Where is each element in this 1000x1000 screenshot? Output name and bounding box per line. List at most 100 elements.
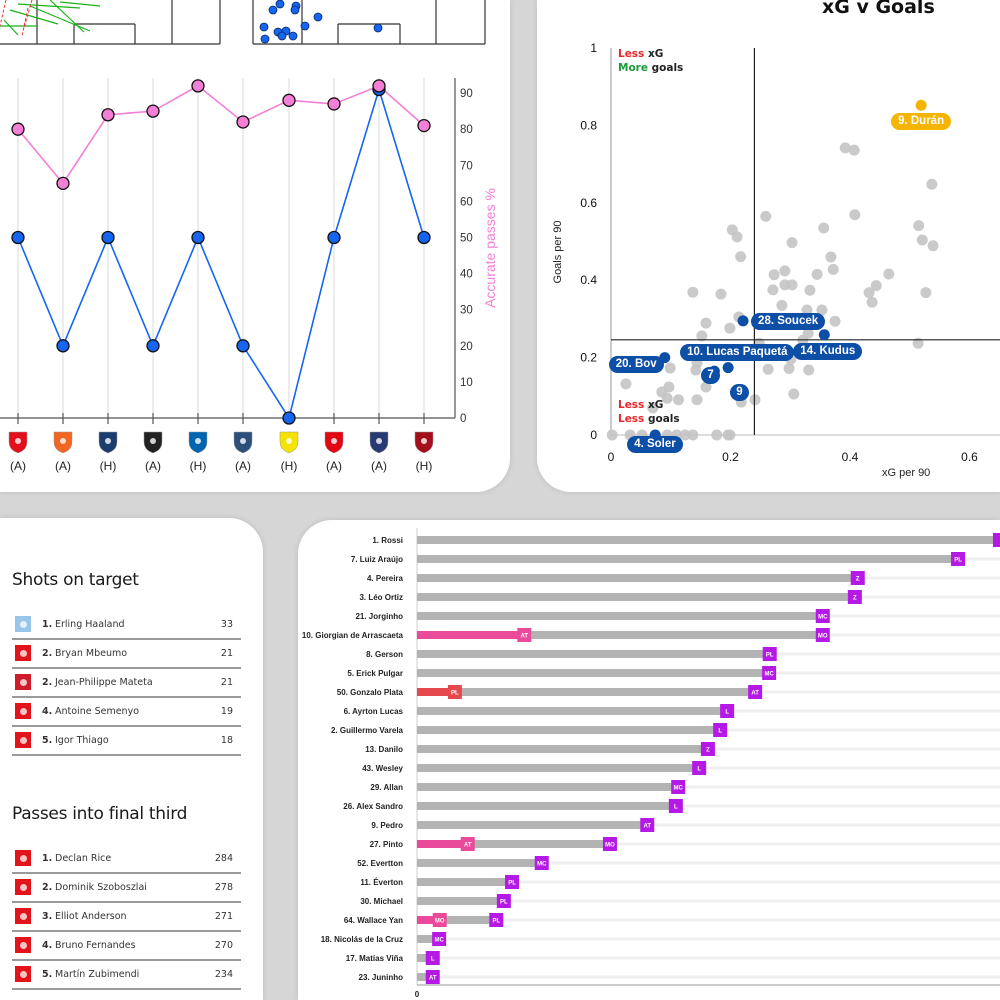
total-bar[interactable] [417,802,676,810]
position-tag: MC [671,780,686,794]
nantes-badge-icon [279,431,299,454]
total-bar[interactable] [417,688,756,696]
player-label[interactable]: 7 [701,367,720,385]
player-name: Bruno Fernandes [55,940,136,951]
leaderboard-row[interactable]: 5. Igor Thiago 18 [12,726,241,756]
accurate-passes-line-chart: (A) (A) (H) (A) (H) (A) (H) (A) (A) (H) 0 10 20 30 40 5… [0,78,473,473]
player-label[interactable]: 20. Bov [608,355,664,373]
total-bar[interactable] [417,745,708,753]
player-point [801,304,813,316]
leaderboard-row[interactable]: 2. Dominik Szoboszlai 278 [12,873,241,903]
position-tag: MO [602,837,617,851]
x-tick-label: 0.2 [722,450,739,464]
arsenal-badge-icon [15,966,31,982]
player-label[interactable]: 9. Durán [891,113,952,131]
total-bar[interactable] [417,669,770,677]
total-bar[interactable] [417,726,721,734]
y-axis-label: Accurate passes % [482,188,498,308]
total-bar[interactable] [417,612,823,620]
total-bar[interactable] [417,973,433,981]
position-tag: AT [425,970,440,984]
player-point [786,237,798,249]
player-label[interactable]: 14. Kudus [793,342,863,360]
svg-text:AT: AT [464,843,472,849]
total-bar[interactable] [417,707,728,715]
player-label[interactable]: 4. Soler [627,436,683,453]
player-label[interactable]: 10. Lucas Paquetá [680,343,795,361]
svg-text:PL: PL [954,558,962,564]
highlighted-player-point[interactable] [818,329,830,341]
leaderboard-row[interactable]: 5. Martín Zubimendi 234 [12,960,241,990]
player-point [731,231,743,243]
player-point [687,286,699,298]
total-bar[interactable] [417,935,440,943]
stat-value: 21 [220,677,233,688]
svg-text:L: L [697,767,701,773]
highlighted-player-point[interactable] [737,315,749,327]
leaderboard-row[interactable]: 4. Antoine Semenyo 19 [12,697,241,727]
accurate_passes-point [101,108,115,122]
highlighted-player-point[interactable] [915,99,927,111]
total-bar[interactable] [417,878,513,886]
y-tick-label: 50 [460,233,473,245]
player-name: Jean-Philippe Mateta [55,677,153,688]
total-bar[interactable] [417,555,959,563]
leaderboard-row[interactable]: 4. Bruno Fernandes 270 [12,931,241,961]
player-name: Igor Thiago [55,735,109,746]
nottingham-forest-badge-icon [15,908,31,924]
leaderboard-row[interactable]: 1. Declan Rice 284 [12,844,241,874]
position-tag: L [425,951,440,965]
svg-text:PL: PL [766,653,774,659]
leaderboard-row[interactable]: 3. Elliot Anderson 271 [12,902,241,932]
player-point [783,362,795,374]
player-name: Elliot Anderson [55,911,127,922]
total-bar[interactable] [417,859,542,867]
player-label[interactable]: 28. Soucek [751,312,826,330]
leaderboard-row[interactable]: 1. Erling Haaland 33 [12,610,241,640]
leaderboard-row[interactable]: 2. Bryan Mbeumo 21 [12,639,241,669]
player-point [711,429,723,441]
player-point [863,287,875,299]
y-tick-label: 20 [460,341,473,353]
total-bar[interactable] [417,631,823,639]
player-label[interactable]: 9 [730,384,749,402]
total-bar[interactable] [417,593,855,601]
player-label: 23. Juninho [359,973,404,982]
total-bar[interactable] [417,821,648,829]
position-tag: AT [460,837,475,851]
total-bar[interactable] [417,954,433,962]
total-bar[interactable] [417,536,1000,544]
highlight-bar[interactable] [417,840,468,848]
second_metric-point [11,230,25,245]
highlighted-player-point[interactable] [722,362,734,374]
total-bar[interactable] [417,840,610,848]
highlight-bar[interactable] [417,688,455,696]
second_metric-point [101,230,115,245]
total-bar[interactable] [417,764,700,772]
player-point [724,322,736,334]
total-bar[interactable] [417,783,679,791]
highlight-bar[interactable] [417,916,440,924]
svg-text:MC: MC [674,786,684,792]
total-bar[interactable] [417,916,497,924]
player-name: Declan Rice [55,853,112,864]
lyon-badge-icon [324,431,344,454]
second_metric-point [56,339,70,353]
player-point [811,268,823,280]
rank: 5. [42,735,53,746]
position-tag [993,533,1000,547]
total-bar[interactable] [417,650,770,658]
y-tick-label: 40 [460,269,473,281]
brentford-badge-icon [15,732,31,748]
total-bar[interactable] [417,897,504,905]
player-point [827,263,839,275]
player-point [926,178,938,190]
total-bar[interactable] [417,574,858,582]
player-label: 6. Ayrton Lucas [344,707,404,716]
accurate_passes-point [56,176,70,191]
player-point [803,364,815,376]
leaderboard-row[interactable]: 2. Jean-Philippe Mateta 21 [12,668,241,698]
position-tag: L [720,704,735,718]
highlight-bar[interactable] [417,631,525,639]
player-label: 5. Erick Pulgar [347,669,403,678]
